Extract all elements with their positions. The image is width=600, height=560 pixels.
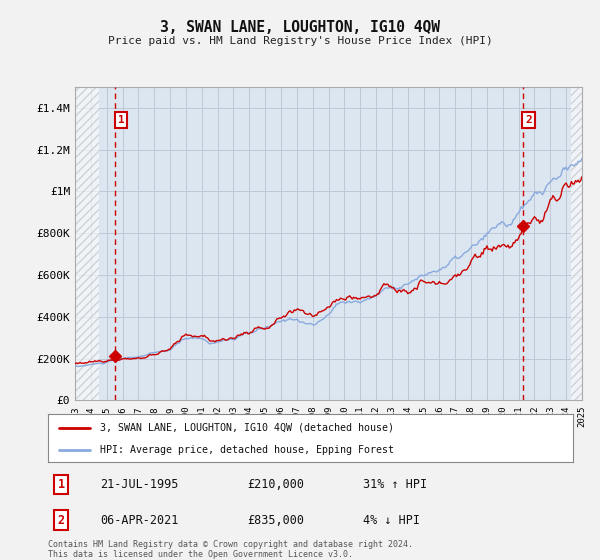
Text: 4% ↓ HPI: 4% ↓ HPI [363,514,420,526]
Text: £835,000: £835,000 [248,514,305,526]
Text: 3, SWAN LANE, LOUGHTON, IG10 4QW (detached house): 3, SWAN LANE, LOUGHTON, IG10 4QW (detach… [101,423,395,433]
Text: HPI: Average price, detached house, Epping Forest: HPI: Average price, detached house, Eppi… [101,445,395,455]
Text: 06-APR-2021: 06-APR-2021 [101,514,179,526]
Text: 2: 2 [58,514,65,526]
Text: 3, SWAN LANE, LOUGHTON, IG10 4QW: 3, SWAN LANE, LOUGHTON, IG10 4QW [160,20,440,35]
Text: 31% ↑ HPI: 31% ↑ HPI [363,478,427,491]
Text: 21-JUL-1995: 21-JUL-1995 [101,478,179,491]
Text: Price paid vs. HM Land Registry's House Price Index (HPI): Price paid vs. HM Land Registry's House … [107,36,493,46]
Text: 1: 1 [58,478,65,491]
Bar [75,87,99,400]
Text: Contains HM Land Registry data © Crown copyright and database right 2024.
This d: Contains HM Land Registry data © Crown c… [48,540,413,559]
Text: £210,000: £210,000 [248,478,305,491]
Text: 2: 2 [525,115,532,125]
Text: 1: 1 [118,115,125,125]
Bar [571,87,582,400]
